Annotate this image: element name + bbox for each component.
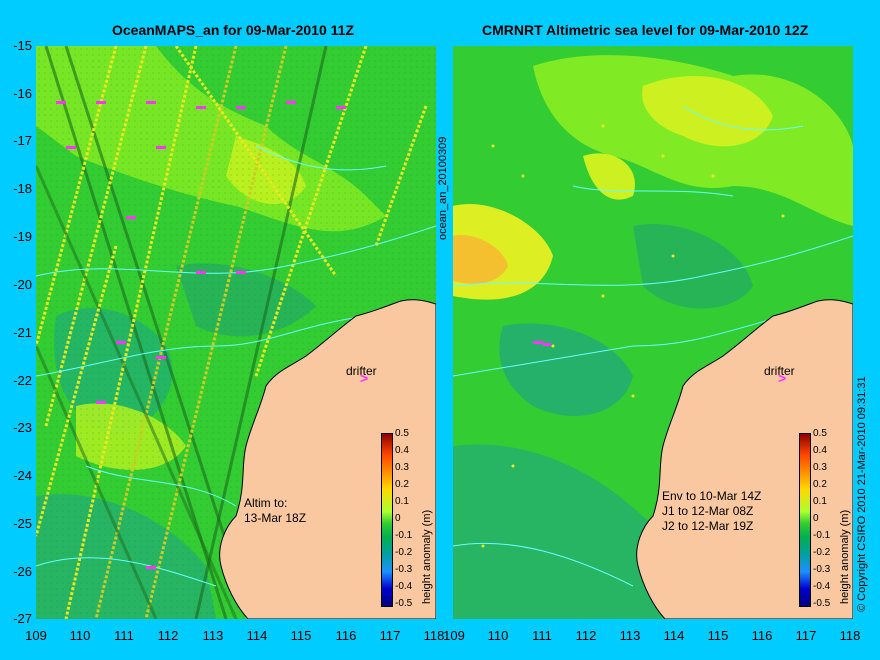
left-map-panel [36, 46, 436, 619]
x-tick-label: 115 [290, 628, 312, 643]
y-tick-label: -15 [13, 38, 32, 53]
x-tick-label: 115 [707, 628, 729, 643]
colorbar-tick: 0 [395, 513, 401, 524]
y-tick-label: -17 [13, 133, 32, 148]
colorbar-title-left: height anomaly (m) [421, 509, 433, 604]
x-tick-label: 117 [379, 628, 401, 643]
y-tick-label: -23 [13, 420, 32, 435]
x-tick-label: 118 [423, 628, 445, 643]
side-label: ocean_an_20100309 [437, 136, 449, 240]
colorbar-tick: 0.4 [395, 445, 409, 456]
anomaly-yellow-region [583, 153, 635, 200]
x-tick-label: 116 [335, 628, 357, 643]
note-line: 13-Mar 18Z [244, 511, 307, 525]
colorbar-title-right: height anomaly (m) [839, 509, 851, 604]
y-tick-label: -22 [13, 373, 32, 388]
x-tick-label: 118 [839, 628, 861, 643]
x-tick-label: 114 [663, 628, 685, 643]
left-title: OceanMAPS_an for 09-Mar-2010 11Z [112, 22, 354, 38]
colorbar-tick: -0.2 [395, 547, 413, 558]
colorbar-tick: 0.5 [813, 428, 827, 439]
left-note: Altim to: 13-Mar 18Z [244, 496, 306, 526]
colorbar-tick: -0.1 [395, 530, 413, 541]
x-tick-label: 114 [246, 628, 268, 643]
altimeter-points [481, 124, 785, 548]
y-tick-label: -26 [13, 564, 32, 579]
colorbar-left [381, 433, 393, 607]
colorbar-tick: -0.3 [395, 564, 413, 575]
note-line: Altim to: [244, 496, 288, 510]
x-tick-label: 112 [157, 628, 179, 643]
colorbar-tick: 0.1 [395, 496, 409, 507]
colorbar-tick: -0.4 [813, 581, 831, 592]
colorbar-tick: -0.4 [395, 581, 413, 592]
x-tick-label: 117 [795, 628, 817, 643]
x-tick-label: 109 [443, 628, 465, 643]
y-tick-label: -27 [13, 611, 32, 626]
colorbar-tick: 0 [813, 513, 819, 524]
altimeter-tracks [36, 46, 428, 619]
x-tick-label: 113 [202, 628, 224, 643]
drifter-arrows [533, 341, 551, 346]
right-title: CMRNRT Altimetric sea level for 09-Mar-2… [482, 22, 809, 38]
x-tick-label: 112 [575, 628, 597, 643]
note-line: J1 to 12-Mar 08Z [662, 504, 754, 518]
y-tick-label: -21 [13, 325, 32, 340]
colorbar-tick: 0.3 [813, 462, 827, 473]
land-mass [636, 299, 853, 619]
y-tick-label: -18 [13, 181, 32, 196]
colorbar-tick: 0.2 [813, 479, 827, 490]
drifter-label-left: drifter [346, 364, 377, 378]
x-tick-label: 110 [69, 628, 91, 643]
x-tick-label: 113 [619, 628, 641, 643]
y-tick-label: -25 [13, 516, 32, 531]
y-tick-label: -19 [13, 229, 32, 244]
colorbar-right [799, 433, 811, 607]
x-tick-label: 109 [25, 628, 47, 643]
x-tick-label: 111 [532, 628, 552, 643]
note-line: J2 to 12-Mar 19Z [662, 519, 754, 533]
note-line: Env to 10-Mar 14Z [662, 489, 762, 503]
anomaly-yellow-region [642, 76, 773, 147]
colorbar-tick: 0.3 [395, 462, 409, 473]
bathymetry-contours [453, 105, 853, 587]
anomaly-teal-region [499, 323, 633, 416]
colorbar-tick: -0.5 [813, 598, 831, 609]
bathymetry-contours [36, 145, 436, 587]
drifter-marker-left: > [360, 370, 369, 386]
colorbar-tick: 0.5 [395, 428, 409, 439]
y-tick-label: -16 [13, 86, 32, 101]
right-note: Env to 10-Mar 14Z J1 to 12-Mar 08Z J2 to… [662, 489, 761, 534]
colorbar-tick: -0.1 [813, 530, 831, 541]
anomaly-teal-region [633, 224, 753, 309]
right-map-panel [453, 46, 853, 619]
y-tick-label: -20 [13, 277, 32, 292]
colorbar-tick: -0.2 [813, 547, 831, 558]
drifter-arrows [56, 101, 346, 569]
x-tick-label: 111 [114, 628, 134, 643]
colorbar-tick: -0.5 [395, 598, 413, 609]
y-tick-label: -24 [13, 468, 32, 483]
x-tick-label: 116 [751, 628, 773, 643]
copyright-text: © Copyright CSIRO 2010 21-Mar-2010 09:31… [856, 376, 868, 612]
anomaly-yellow-region [533, 55, 853, 227]
colorbar-tick: 0.2 [395, 479, 409, 490]
colorbar-tick: 0.4 [813, 445, 827, 456]
colorbar-tick: -0.3 [813, 564, 831, 575]
x-tick-label: 110 [487, 628, 509, 643]
drifter-label-right: drifter [764, 364, 795, 378]
colorbar-tick: 0.1 [813, 496, 827, 507]
drifter-marker-right: > [778, 370, 787, 386]
anomaly-orange-region [453, 235, 508, 284]
